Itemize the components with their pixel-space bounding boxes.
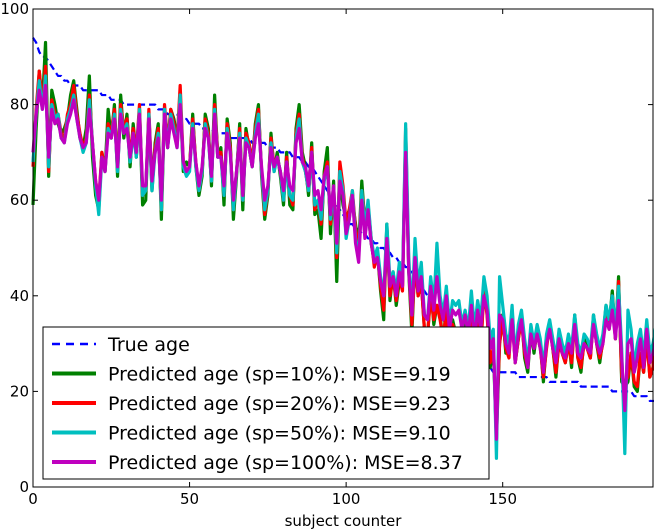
series-line-predicted-age-sp-100-mse-8-37 <box>31 83 654 441</box>
y-tick-label: 0 <box>19 478 29 496</box>
legend-label-predicted-age-sp-10-mse-9-19: Predicted age (sp=10%): MSE=9.19 <box>108 364 451 386</box>
legend: True age Predicted age (sp=10%): MSE=9.19… <box>42 326 490 480</box>
x-tick-label: 100 <box>332 490 361 508</box>
legend-label-predicted-age-sp-20-mse-9-23: Predicted age (sp=20%): MSE=9.23 <box>108 393 451 415</box>
y-tick-label: 20 <box>10 382 29 400</box>
legend-label-predicted-age-sp-50-mse-9-10: Predicted age (sp=50%): MSE=9.10 <box>108 423 451 445</box>
legend-frame <box>42 326 490 480</box>
y-tick-label: 80 <box>10 96 29 114</box>
x-tick-label: 150 <box>488 490 517 508</box>
x-tick-label: 0 <box>28 490 38 508</box>
plot-frame <box>32 8 654 488</box>
y-tick-label: 60 <box>10 191 29 209</box>
tick-layer: 0 50 100 150 0 20 40 60 80 100 <box>0 0 653 508</box>
y-tick-label: 40 <box>10 287 29 305</box>
x-tick-label: 50 <box>180 490 199 508</box>
legend-label-predicted-age-sp-100-mse-8-37: Predicted age (sp=100%): MSE=8.37 <box>108 452 463 474</box>
series-layer <box>31 37 654 460</box>
x-axis-label: subject counter <box>285 512 403 530</box>
y-tick-label: 100 <box>0 0 29 18</box>
legend-label-true-age: True age <box>107 334 190 356</box>
